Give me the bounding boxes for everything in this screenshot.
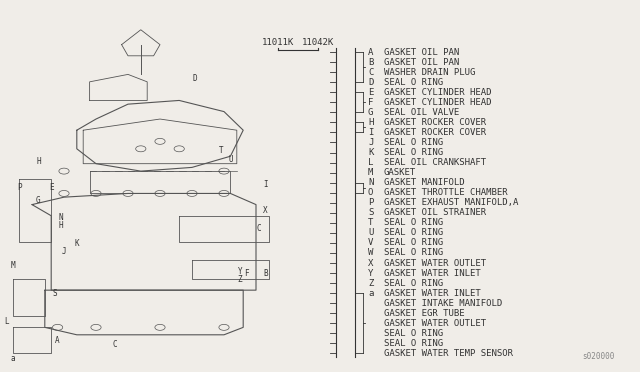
Text: F: F bbox=[368, 98, 373, 107]
Text: E: E bbox=[368, 88, 373, 97]
Text: GASKET CYLINDER HEAD: GASKET CYLINDER HEAD bbox=[384, 98, 492, 107]
Text: N: N bbox=[368, 178, 373, 187]
Text: SEAL O RING: SEAL O RING bbox=[384, 339, 443, 348]
Text: T: T bbox=[218, 146, 223, 155]
Text: W: W bbox=[368, 248, 373, 257]
Text: SEAL OIL CRANKSHAFT: SEAL OIL CRANKSHAFT bbox=[384, 158, 486, 167]
Text: GASKET WATER OUTLET: GASKET WATER OUTLET bbox=[384, 319, 486, 328]
Text: D: D bbox=[368, 78, 373, 87]
Text: GASKET OIL PAN: GASKET OIL PAN bbox=[384, 48, 460, 57]
Text: L: L bbox=[4, 317, 9, 326]
Text: X: X bbox=[368, 259, 373, 267]
Text: M: M bbox=[10, 262, 15, 270]
Text: C: C bbox=[257, 224, 262, 233]
Text: L: L bbox=[368, 158, 373, 167]
Text: H: H bbox=[36, 157, 41, 166]
Text: N: N bbox=[58, 213, 63, 222]
Text: H: H bbox=[58, 221, 63, 230]
Text: GASKET WATER INLET: GASKET WATER INLET bbox=[384, 269, 481, 278]
Text: P: P bbox=[368, 198, 373, 207]
Text: SEAL O RING: SEAL O RING bbox=[384, 228, 443, 237]
Text: SEAL O RING: SEAL O RING bbox=[384, 138, 443, 147]
Text: GASKET WATER OUTLET: GASKET WATER OUTLET bbox=[384, 259, 486, 267]
Text: GASKET MANIFOLD: GASKET MANIFOLD bbox=[384, 178, 465, 187]
Text: GASKET OIL STRAINER: GASKET OIL STRAINER bbox=[384, 208, 486, 217]
Text: I: I bbox=[368, 128, 373, 137]
Text: GASKET EXHAUST MANIFOLD,A: GASKET EXHAUST MANIFOLD,A bbox=[384, 198, 518, 207]
Text: GASKET WATER INLET: GASKET WATER INLET bbox=[384, 289, 481, 298]
Text: GASKET CYLINDER HEAD: GASKET CYLINDER HEAD bbox=[384, 88, 492, 97]
Text: GASKET OIL PAN: GASKET OIL PAN bbox=[384, 58, 460, 67]
Text: J: J bbox=[61, 247, 67, 256]
Text: A: A bbox=[55, 336, 60, 345]
Text: WASHER DRAIN PLUG: WASHER DRAIN PLUG bbox=[384, 68, 476, 77]
Text: a: a bbox=[10, 355, 15, 363]
Text: SEAL O RING: SEAL O RING bbox=[384, 148, 443, 157]
Text: GASKET WATER TEMP SENSOR: GASKET WATER TEMP SENSOR bbox=[384, 349, 513, 358]
Text: GASKET ROCKER COVER: GASKET ROCKER COVER bbox=[384, 118, 486, 127]
Text: B: B bbox=[368, 58, 373, 67]
Text: D: D bbox=[193, 74, 198, 83]
Text: GASKET: GASKET bbox=[384, 168, 416, 177]
Text: SEAL O RING: SEAL O RING bbox=[384, 248, 443, 257]
Text: P: P bbox=[17, 183, 22, 192]
Text: C: C bbox=[368, 68, 373, 77]
Text: B: B bbox=[263, 269, 268, 278]
Text: 11042K: 11042K bbox=[302, 38, 334, 47]
Text: SEAL O RING: SEAL O RING bbox=[384, 279, 443, 288]
Text: GASKET THROTTLE CHAMBER: GASKET THROTTLE CHAMBER bbox=[384, 188, 508, 197]
Text: G: G bbox=[368, 108, 373, 117]
Text: a: a bbox=[368, 289, 373, 298]
Text: SEAL OIL VALVE: SEAL OIL VALVE bbox=[384, 108, 460, 117]
Text: G: G bbox=[36, 196, 41, 205]
Text: U: U bbox=[228, 155, 233, 164]
Text: Y: Y bbox=[368, 269, 373, 278]
Text: GASKET ROCKER COVER: GASKET ROCKER COVER bbox=[384, 128, 486, 137]
Text: U: U bbox=[368, 228, 373, 237]
Text: SEAL O RING: SEAL O RING bbox=[384, 78, 443, 87]
Text: K: K bbox=[74, 239, 79, 248]
Text: O: O bbox=[368, 188, 373, 197]
Text: K: K bbox=[368, 148, 373, 157]
Text: H: H bbox=[368, 118, 373, 127]
Text: Z: Z bbox=[237, 275, 243, 283]
Text: I: I bbox=[263, 180, 268, 189]
Text: J: J bbox=[368, 138, 373, 147]
Text: S: S bbox=[52, 289, 57, 298]
Text: SEAL O RING: SEAL O RING bbox=[384, 218, 443, 227]
Text: Y: Y bbox=[237, 267, 243, 276]
Text: A: A bbox=[368, 48, 373, 57]
Text: SEAL O RING: SEAL O RING bbox=[384, 238, 443, 247]
Text: M: M bbox=[368, 168, 373, 177]
Text: SEAL O RING: SEAL O RING bbox=[384, 329, 443, 338]
Text: X: X bbox=[263, 206, 268, 215]
Text: T: T bbox=[368, 218, 373, 227]
Text: V: V bbox=[368, 238, 373, 247]
Text: 11011K: 11011K bbox=[262, 38, 294, 47]
Text: GASKET INTAKE MANIFOLD: GASKET INTAKE MANIFOLD bbox=[384, 299, 502, 308]
Text: GASKET EGR TUBE: GASKET EGR TUBE bbox=[384, 309, 465, 318]
Text: S: S bbox=[368, 208, 373, 217]
Text: s020000: s020000 bbox=[582, 352, 614, 361]
Text: C: C bbox=[113, 340, 118, 349]
Text: E: E bbox=[49, 183, 54, 192]
Text: Z: Z bbox=[368, 279, 373, 288]
Text: F: F bbox=[244, 269, 249, 278]
